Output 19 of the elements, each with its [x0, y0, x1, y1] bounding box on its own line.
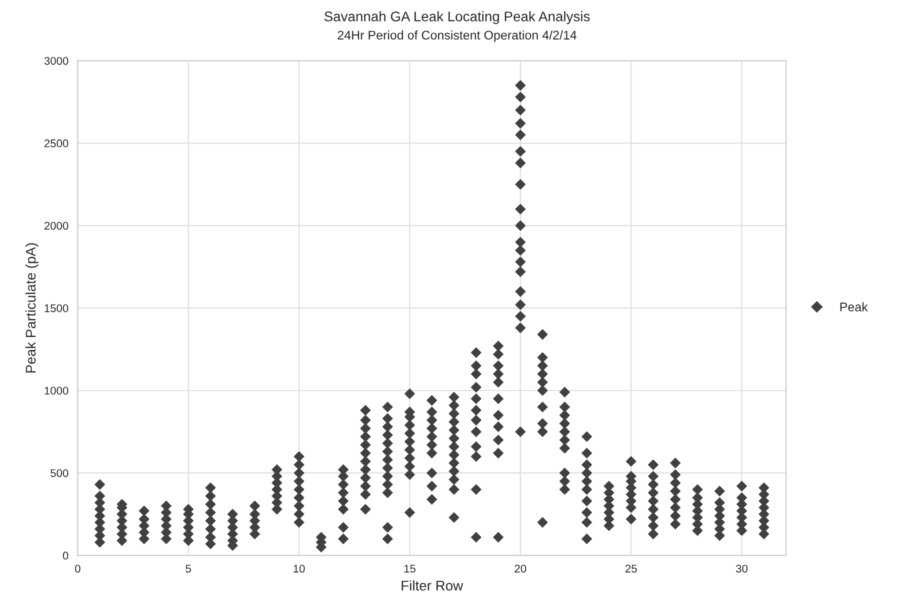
y-tick-label: 0 — [62, 552, 68, 560]
x-tick-label: 25 — [625, 564, 637, 573]
x-tick-label: 5 — [186, 564, 191, 573]
y-tick-label: 2000 — [44, 222, 68, 230]
x-axis-title: Filter Row — [402, 580, 464, 591]
y-axis-title: Peak Particulate (pA) — [25, 243, 38, 373]
y-tick-label: 500 — [50, 469, 68, 478]
x-tick-label: 0 — [75, 564, 80, 573]
x-tick-label: 30 — [736, 564, 748, 573]
legend-label: Peak — [840, 302, 868, 312]
x-tick-label: 20 — [514, 564, 526, 573]
y-tick-label: 1000 — [44, 386, 68, 395]
y-tick-label: 2500 — [44, 139, 68, 148]
chart-subtitle: 24Hr Period of Consistent Operation 4/2/14 — [338, 30, 577, 42]
x-tick-label: 15 — [404, 564, 416, 573]
x-tick-label: 10 — [294, 564, 305, 573]
y-tick-label: 1500 — [44, 304, 68, 312]
y-tick-label: 3000 — [44, 56, 68, 65]
chart-title: Savannah GA Leak Locating Peak Analysis — [324, 11, 590, 24]
